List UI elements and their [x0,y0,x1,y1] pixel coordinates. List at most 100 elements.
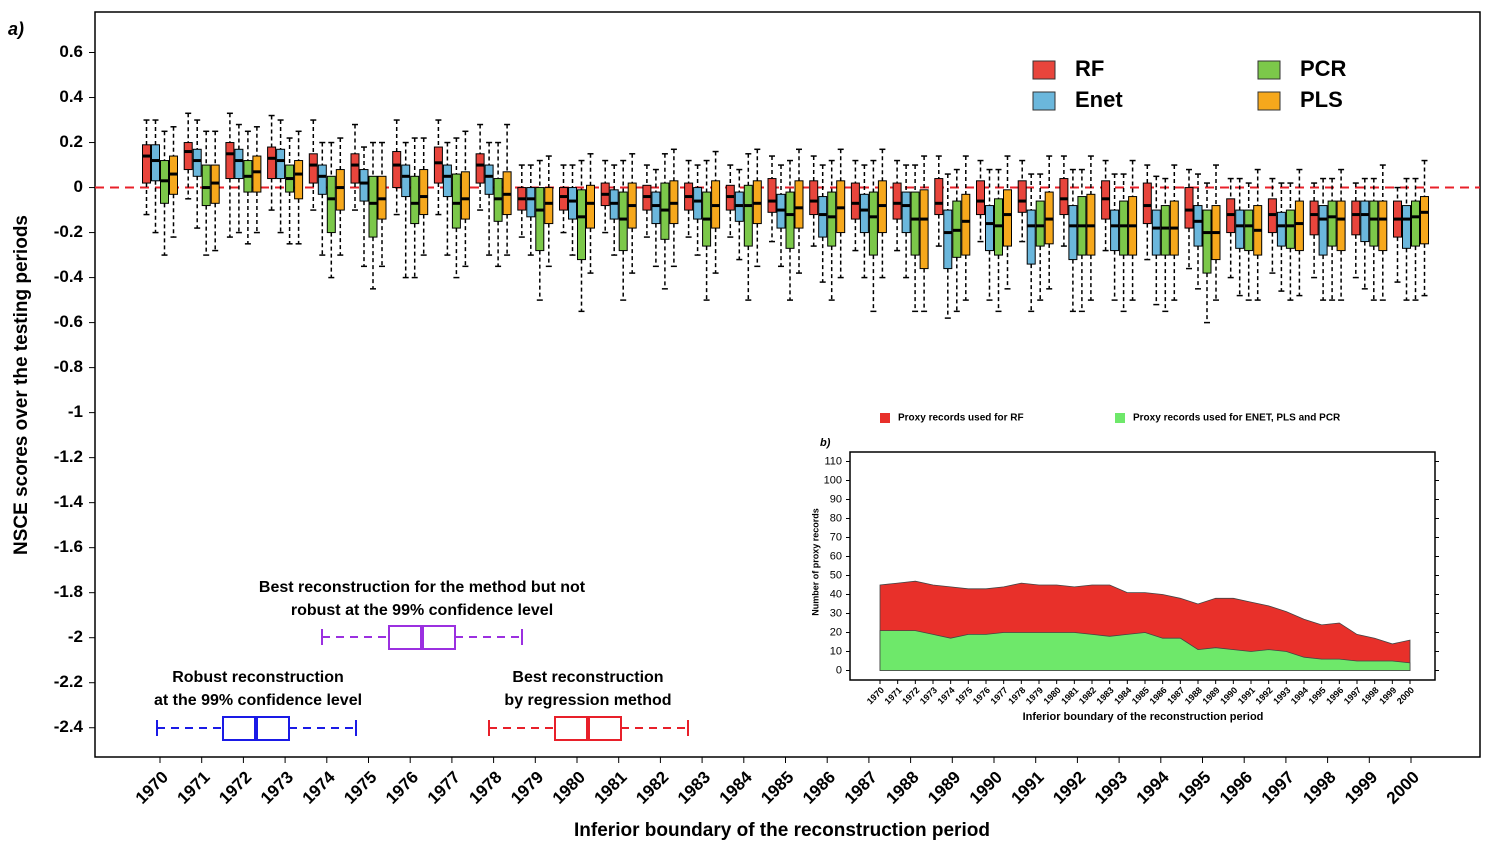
box [308,153,318,184]
x-tick-label: 1991 [1236,685,1257,706]
legend-swatch [1257,91,1281,111]
box [1193,205,1203,247]
x-tick-label: 1972 [900,685,921,706]
x-tick-label: 1982 [632,768,672,808]
box [1411,200,1420,247]
box [1160,205,1170,256]
box [335,169,345,211]
box [568,187,577,220]
box [1378,200,1388,252]
inset-y-title: Number of proxy records [810,508,820,616]
x-tick-label: 1970 [865,685,886,706]
inset-x-title: Inferior boundary of the reconstruction … [1023,711,1264,723]
x-tick-label: 1998 [1299,768,1339,808]
box [586,184,595,229]
y-tick-label: 10 [830,645,842,657]
box [1294,200,1304,252]
y-tick-label: 60 [830,550,842,562]
x-tick-label: 1999 [1377,685,1398,706]
box [934,178,944,216]
annotation: by regression method [504,692,671,709]
box [225,142,235,180]
x-tick-label: 1987 [1165,685,1186,706]
box [526,187,536,218]
box [1327,200,1337,247]
box [767,178,777,213]
box [201,164,211,207]
x-tick-label: 1998 [1360,685,1381,706]
box [350,153,360,184]
y-tick-label: -0.8 [54,357,83,376]
x-tick-label: 1978 [1006,685,1027,706]
x-tick-label: 1981 [591,768,631,808]
y-tick-label: 0 [74,177,83,196]
box [460,171,470,220]
x-tick-label: 1972 [215,768,255,808]
y-tick-label: -1.4 [54,492,84,511]
x-tick-label: 1974 [936,685,957,706]
box [651,191,661,225]
legend-swatch [1032,60,1056,80]
y-tick-label: -1.2 [54,447,83,466]
x-tick-label: 1979 [1024,685,1045,706]
box [1151,209,1161,256]
x-tick-label: 1992 [1049,768,1089,808]
box [419,169,429,216]
key-box-purple [321,625,523,650]
annotation: robust at the 99% confidence level [291,602,553,619]
box [868,191,878,256]
box [535,187,545,252]
legend-swatch [880,413,890,423]
box [910,191,920,256]
x-tick-label: 1993 [1091,768,1131,808]
x-tick-label: 1976 [382,768,422,808]
box [1035,200,1045,247]
box [294,160,304,200]
y-tick-label: -1.6 [54,537,83,556]
legend-swatch [1257,60,1281,80]
y-tick-label: -2 [68,627,83,646]
legend-label: Proxy records used for RF [898,413,1024,424]
y-tick-label: 30 [830,607,842,619]
box [1017,180,1027,213]
box [151,144,160,182]
x-tick-label: 1977 [989,685,1010,706]
box [859,193,869,234]
legend-label: Proxy records used for ENET, PLS and PCR [1133,413,1341,424]
legend-label: Enet [1075,87,1123,112]
box [943,209,953,270]
box [484,164,494,195]
y-tick-label: 0 [836,664,842,676]
box [192,148,202,177]
annotation: Robust reconstruction [172,669,344,686]
x-tick-label: 1991 [1008,768,1048,808]
y-tick-label: -1.8 [54,582,83,601]
box [919,189,929,270]
box [359,169,369,202]
area [879,630,1411,671]
x-tick-label: 1976 [971,685,992,706]
box [1285,209,1295,249]
x-tick-label: 1979 [507,768,547,808]
x-tick-label: 1990 [966,768,1006,808]
y-tick-label: 0.2 [59,132,83,151]
x-tick-label: 1988 [1183,685,1204,706]
annotation: at the 99% confidence level [154,692,362,709]
y-tick-label: -0.4 [54,267,84,286]
x-tick-label: 1994 [1289,685,1310,706]
x-tick-label: 1984 [1112,685,1133,706]
box [267,146,277,180]
x-tick-label: 1974 [299,767,340,808]
legend-label: RF [1075,56,1104,81]
box [818,196,828,238]
panel-label: a) [8,19,24,39]
box [976,180,985,216]
x-tick-label: 1975 [340,768,380,808]
y-tick-label: -0.6 [54,312,83,331]
x-tick-label: 1999 [1341,768,1381,808]
box [1003,189,1012,247]
x-tick-label: 1985 [1130,685,1151,706]
box [1360,200,1370,243]
x-tick-label: 1980 [549,768,589,808]
x-tick-label: 2000 [1395,685,1416,706]
